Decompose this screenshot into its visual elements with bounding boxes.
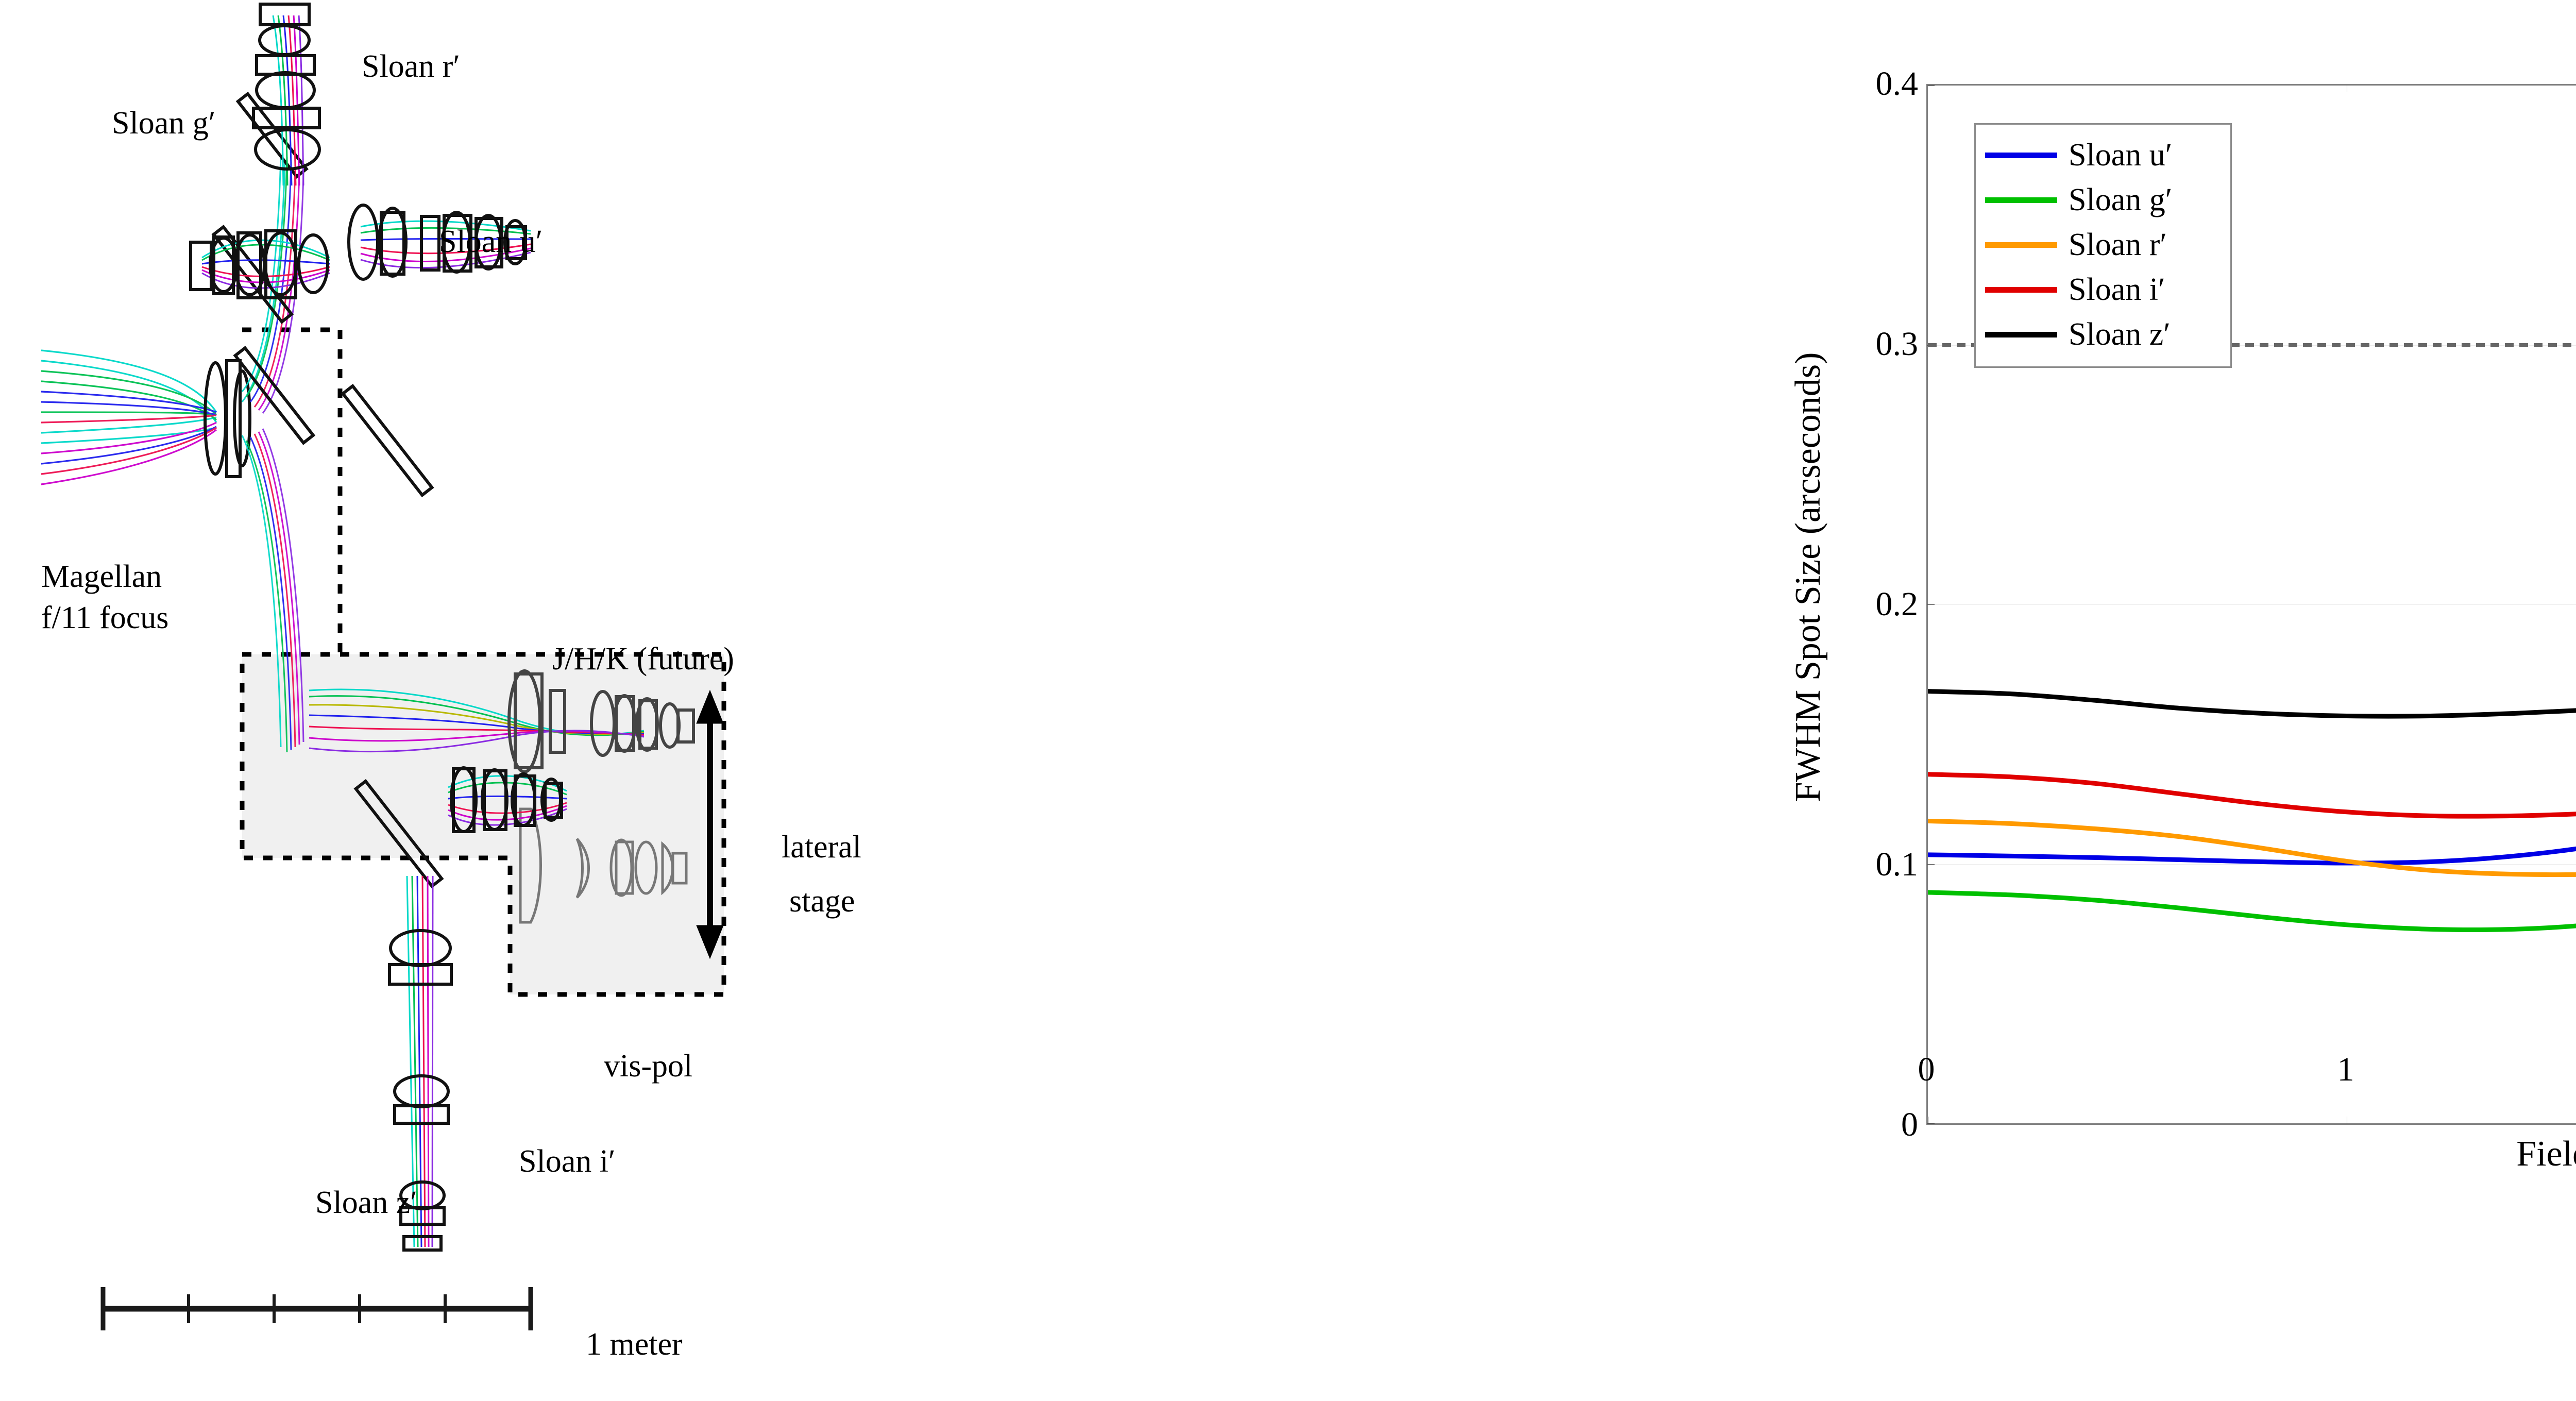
series-plot-svg: [1928, 86, 2576, 1123]
optical-raytrace-svg: [41, 3, 726, 1330]
sloan-u-channel-optics: [347, 204, 531, 281]
y-axis-title: FWHM Spot Size (arcseconds): [1788, 352, 1828, 802]
optical-layout-diagram: Sloan r′ Sloan g′ Sloan u′ Magellan f/11…: [41, 3, 861, 1362]
ytick-label-0.4: 0.4: [1875, 65, 1919, 103]
dichroic-beamsplitters: [211, 91, 444, 889]
label-sloan-g: Sloan g′: [112, 106, 216, 141]
chart-legend: Sloan u′ Sloan g′ Sloan r′ Sloan i′ Sloa…: [1974, 123, 2232, 368]
ytick-label-0.2: 0.2: [1875, 585, 1919, 623]
label-f11-focus: f/11 focus: [41, 600, 169, 636]
legend-swatch-r: [1985, 242, 2057, 248]
legend-swatch-z: [1985, 332, 2057, 337]
label-jhk-future: J/H/K (future): [552, 642, 734, 677]
legend-label-u: Sloan u′: [2069, 138, 2173, 173]
sloan-z-channel-optics: [388, 875, 453, 1252]
label-sloan-u: Sloan u′: [439, 224, 543, 260]
sloan-i-channel-optics: [448, 766, 567, 833]
fore-optics-lens-group: [204, 359, 251, 478]
label-sloan-i: Sloan i′: [519, 1144, 616, 1179]
series-sloan-z-: [1928, 691, 2576, 842]
legend-label-z: Sloan z′: [2069, 317, 2171, 352]
jhk-channel-optics: [309, 669, 695, 773]
legend-item-i: Sloan i′: [1985, 267, 2221, 312]
fwhm-spot-size-chart: LCO best seeing Sloan u′ Sloan g′ Sloan …: [1752, 0, 2576, 1374]
label-magellan: Magellan: [41, 559, 162, 595]
tick-y-0.1: [1927, 864, 1935, 865]
xtick-label-1: 1: [2337, 1051, 2354, 1088]
scale-bar: [100, 1287, 533, 1330]
lateral-stage-arrow: [696, 689, 724, 959]
legend-label-i: Sloan i′: [2069, 272, 2165, 307]
label-scale-bar: 1 meter: [586, 1327, 683, 1362]
x-axis-title: Field of View Radius (arcminutes): [2516, 1134, 2576, 1174]
legend-label-r: Sloan r′: [2069, 227, 2167, 262]
legend-item-r: Sloan r′: [1985, 223, 2221, 267]
legend-item-g: Sloan g′: [1985, 178, 2221, 223]
legend-item-u: Sloan u′: [1985, 133, 2221, 178]
legend-swatch-u: [1985, 153, 2057, 158]
label-sloan-r: Sloan r′: [362, 49, 460, 85]
series-sloan-u-: [1928, 509, 2576, 863]
plot-area: LCO best seeing Sloan u′ Sloan g′ Sloan …: [1926, 84, 2576, 1125]
series-sloan-r-: [1928, 797, 2576, 875]
legend-swatch-i: [1985, 287, 2057, 293]
label-stage: stage: [789, 884, 855, 919]
label-lateral: lateral: [782, 830, 861, 865]
legend-item-z: Sloan z′: [1985, 312, 2221, 357]
xtick-label-0: 0: [1918, 1051, 1935, 1088]
ytick-label-0: 0: [1901, 1106, 1918, 1143]
ray-bundle-internal: [241, 154, 304, 753]
series-sloan-i-: [1928, 774, 2576, 920]
ytick-label-0.1: 0.1: [1875, 846, 1919, 883]
legend-swatch-g: [1985, 197, 2057, 203]
ray-bundle-input: [41, 349, 217, 485]
label-sloan-z: Sloan z′: [315, 1185, 417, 1221]
gridline-y-0.1: [1928, 864, 2576, 865]
label-vis-pol: vis-pol: [604, 1049, 693, 1084]
sloan-r-channel-optics: [252, 3, 321, 186]
ytick-label-0.3: 0.3: [1875, 325, 1919, 363]
sloan-g-channel-optics: [189, 229, 330, 299]
tick-y-0: [1927, 1123, 1935, 1124]
tick-y-0.2: [1927, 604, 1935, 605]
legend-label-g: Sloan g′: [2069, 182, 2173, 217]
series-sloan-g-: [1928, 693, 2576, 930]
gridline-y-0.2: [1928, 604, 2576, 605]
